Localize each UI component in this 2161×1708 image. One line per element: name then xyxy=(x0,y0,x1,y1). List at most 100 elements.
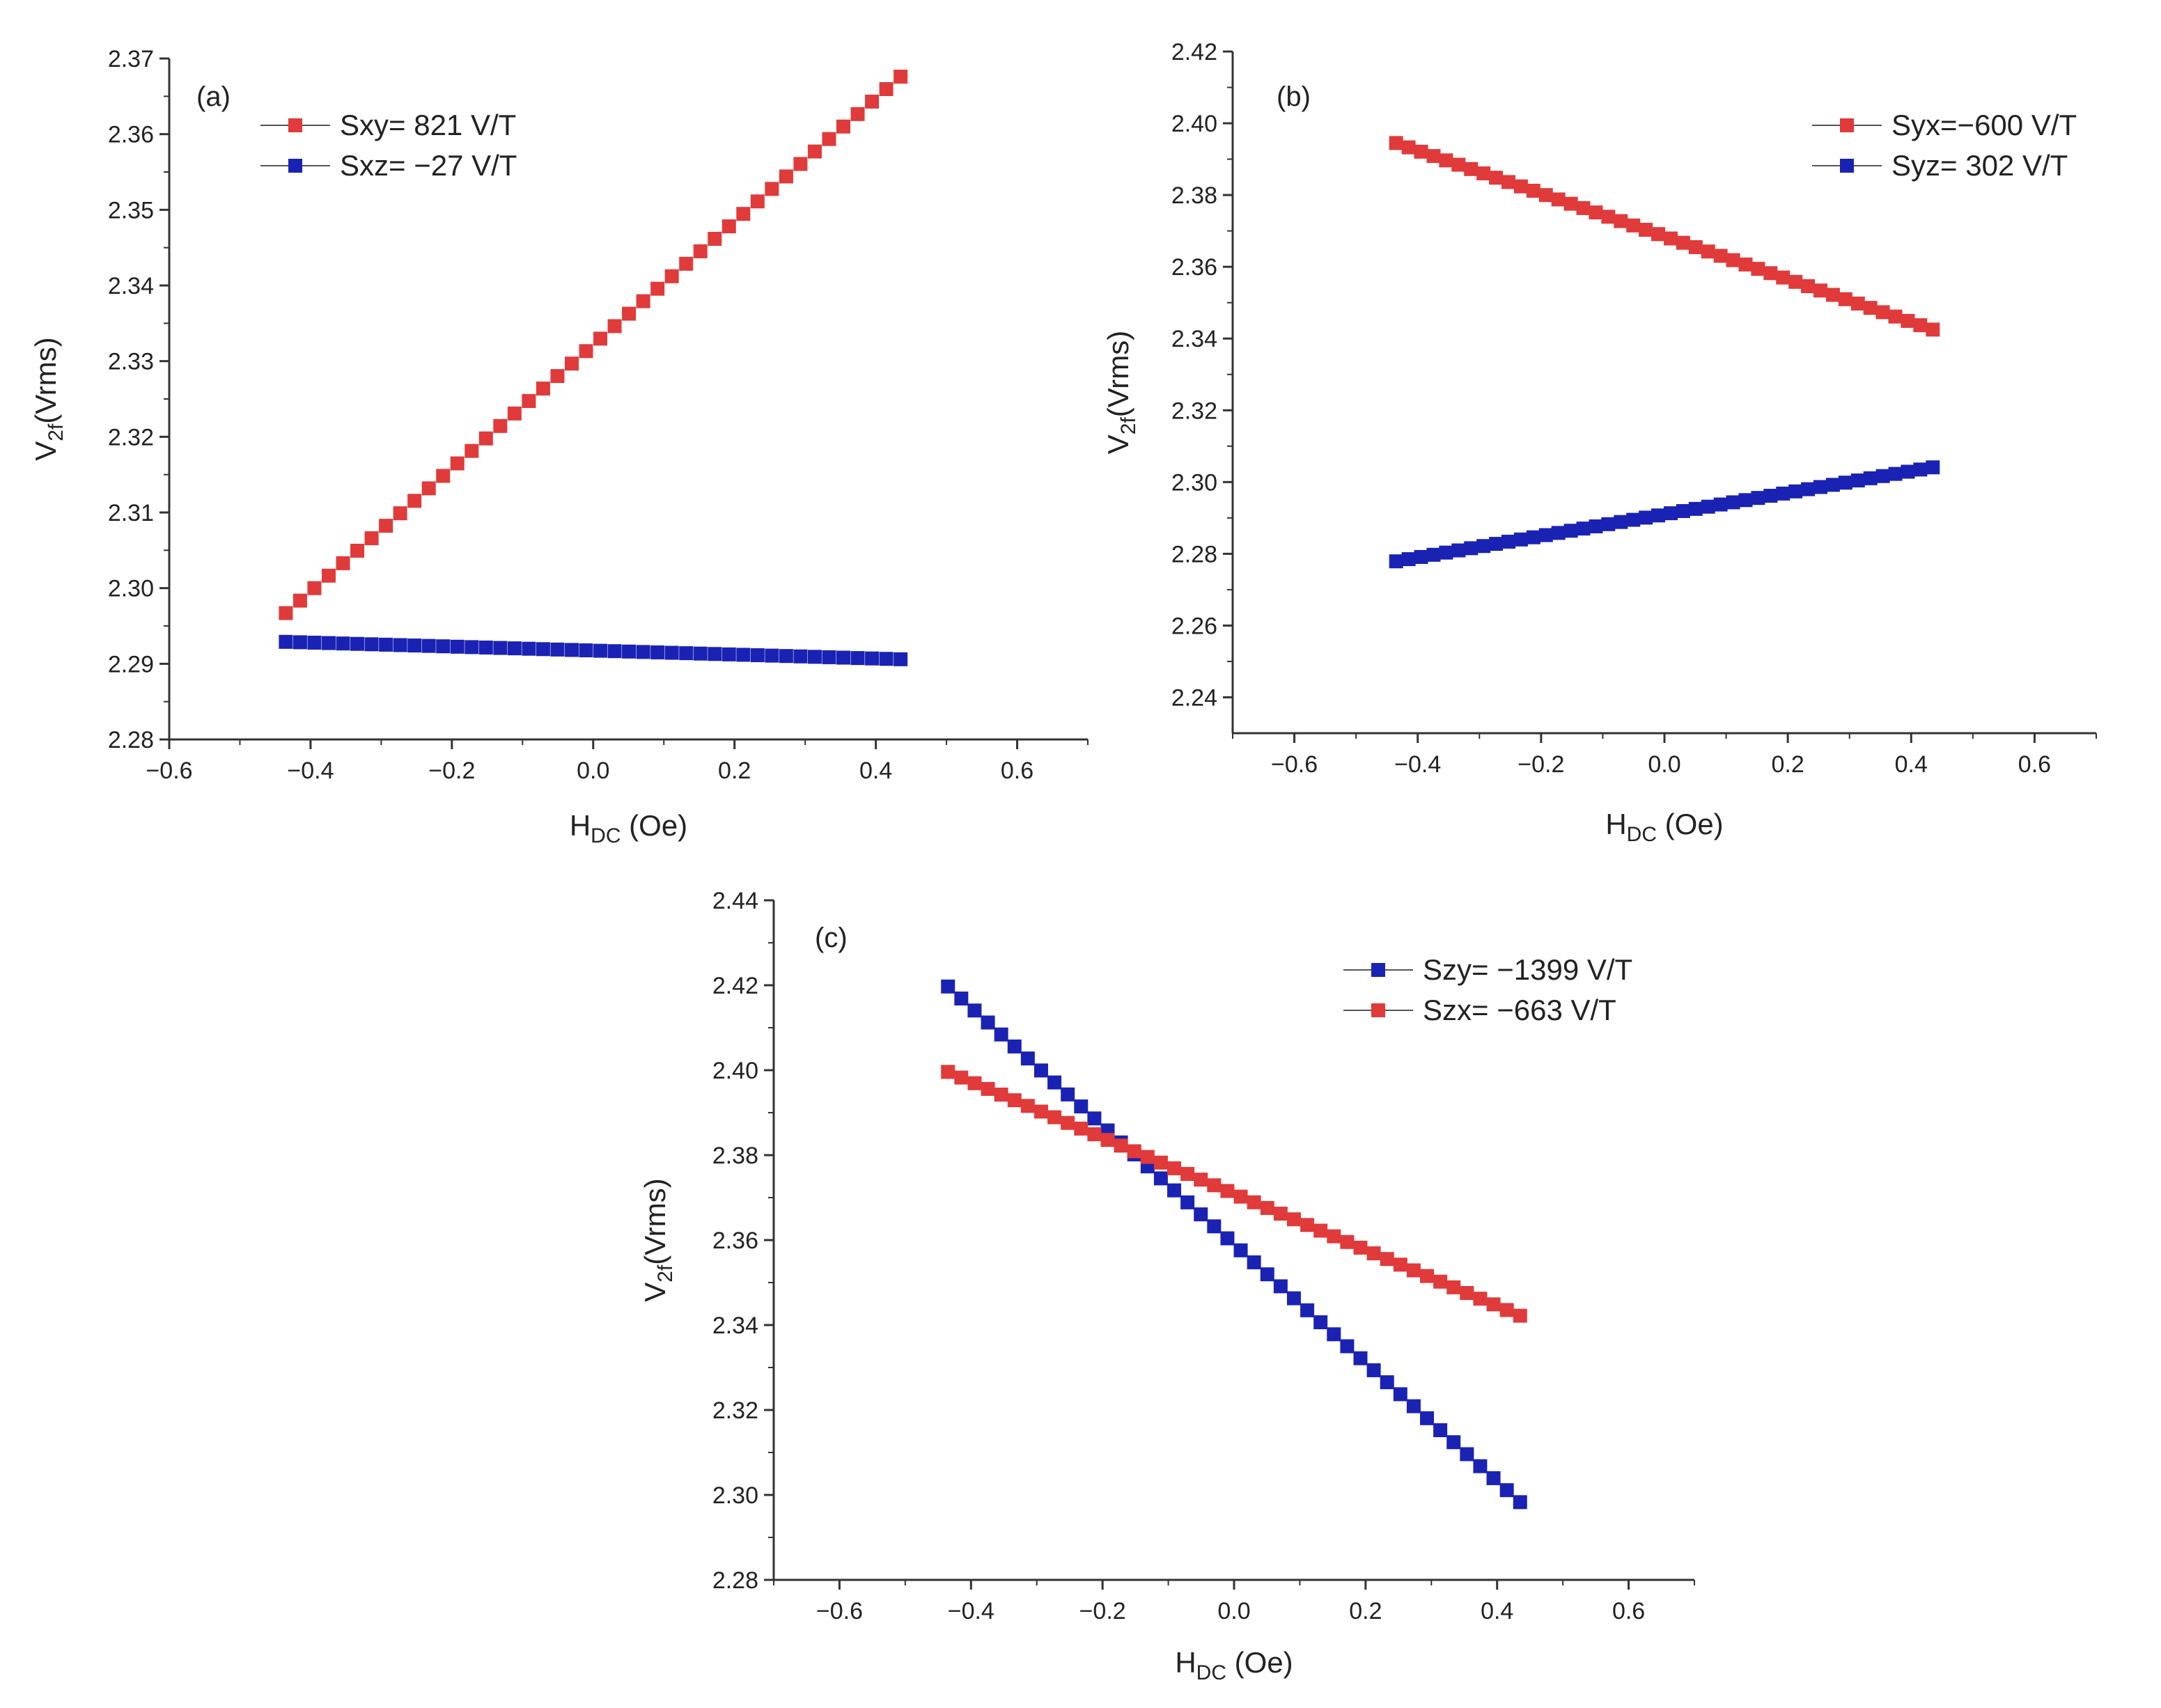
data-point xyxy=(1486,1297,1501,1312)
data-point xyxy=(1538,188,1553,203)
x-tick-label: −0.6 xyxy=(1271,751,1318,778)
x-axis-title-main: H xyxy=(1605,808,1626,840)
data-point xyxy=(1207,1219,1222,1234)
data-point xyxy=(1639,510,1653,525)
data-point xyxy=(650,281,665,296)
data-point xyxy=(1676,503,1690,518)
data-point xyxy=(1273,1279,1288,1294)
data-point xyxy=(564,357,579,371)
data-point xyxy=(321,568,336,583)
y-tick-label: 2.30 xyxy=(712,1482,758,1509)
data-point xyxy=(1426,547,1441,562)
data-point xyxy=(1651,508,1666,523)
data-point xyxy=(1926,460,1940,475)
data-point xyxy=(307,635,322,650)
y-tick-label: 2.32 xyxy=(1171,398,1217,424)
data-point xyxy=(1007,1093,1022,1108)
data-point xyxy=(1366,1363,1381,1377)
data-point xyxy=(822,132,836,146)
data-point xyxy=(1513,532,1528,547)
y-tick-label: 2.42 xyxy=(712,973,758,999)
x-tick-label: −0.2 xyxy=(428,758,475,784)
data-point xyxy=(736,648,751,662)
data-point xyxy=(1451,157,1466,172)
data-point xyxy=(679,646,694,661)
x-tick-label: 0.0 xyxy=(577,758,609,784)
y-axis-title-unit: (Vrms) xyxy=(1102,331,1134,417)
x-tick-label: −0.2 xyxy=(1079,1598,1126,1624)
legend-label: Szy= −1399 V/T xyxy=(1423,953,1632,986)
data-point xyxy=(1247,1255,1261,1269)
data-point xyxy=(1499,1303,1514,1317)
data-point xyxy=(664,269,679,283)
data-point xyxy=(292,593,307,608)
data-point xyxy=(1401,552,1416,567)
y-tick-label: 2.28 xyxy=(108,727,154,753)
data-point xyxy=(721,219,736,234)
data-point xyxy=(708,232,722,246)
panel-a: 2.28 2.29 2.30 2.31 2.32 2.33 2.34 2.35 2.36 2.37… xyxy=(29,46,1089,847)
data-point xyxy=(1340,1339,1355,1354)
data-point xyxy=(1033,1063,1048,1078)
panel-b: 2.24 2.26 2.28 2.30 2.32 2.34 2.36 2.38 2.40 2.42… xyxy=(1102,39,2097,846)
data-point xyxy=(1526,183,1540,198)
data-point xyxy=(450,639,465,654)
series-b-2 xyxy=(1389,460,1940,569)
data-point xyxy=(1751,491,1765,506)
y-axis-title-subscript: 2f xyxy=(1117,417,1140,435)
data-point xyxy=(1061,1087,1075,1102)
y-tick-label: 2.38 xyxy=(712,1143,758,1169)
data-point xyxy=(550,642,565,657)
data-point xyxy=(1233,1243,1248,1258)
data-point xyxy=(1464,162,1479,176)
data-point xyxy=(321,636,336,650)
x-axis-title-unit: (Oe) xyxy=(1226,1646,1293,1679)
data-point xyxy=(1100,1133,1115,1147)
data-point xyxy=(1614,515,1628,529)
x-tick-label: 0.2 xyxy=(718,758,751,784)
x-axis-title: HDC (Oe) xyxy=(570,809,687,847)
data-point xyxy=(636,645,650,659)
data-point xyxy=(379,519,393,533)
legend-label: Sxy= 821 V/T xyxy=(340,109,516,141)
legend-marker xyxy=(288,118,302,132)
data-point xyxy=(1476,539,1491,554)
series-a-1 xyxy=(279,70,908,620)
data-point xyxy=(1888,309,1903,324)
data-point xyxy=(954,1070,969,1085)
data-point xyxy=(1513,179,1528,194)
data-point xyxy=(836,650,851,665)
y-tick-label: 2.24 xyxy=(1171,684,1217,711)
data-point xyxy=(493,418,508,433)
data-point xyxy=(1020,1051,1035,1066)
data-point xyxy=(1713,497,1728,512)
legend-label: Sxz= −27 V/T xyxy=(340,149,517,182)
x-tick-label: 0.0 xyxy=(1648,751,1680,778)
y-tick-label: 2.32 xyxy=(712,1397,758,1424)
y-tick-label: 2.34 xyxy=(108,273,154,299)
data-point xyxy=(1875,305,1890,320)
data-point xyxy=(1380,1375,1394,1390)
data-point xyxy=(1626,512,1641,527)
data-point xyxy=(1353,1240,1368,1255)
y-tick-label: 2.26 xyxy=(1171,613,1217,639)
data-point xyxy=(307,581,322,595)
data-point xyxy=(407,494,422,508)
data-point xyxy=(436,639,451,654)
data-point xyxy=(1473,1459,1488,1473)
data-point xyxy=(1813,283,1828,298)
data-point xyxy=(967,1003,982,1018)
y-tick-label: 2.33 xyxy=(108,349,154,375)
data-point xyxy=(1513,1308,1527,1323)
y-tick-label: 2.28 xyxy=(712,1567,758,1594)
data-point xyxy=(1888,467,1903,481)
data-point xyxy=(579,344,593,359)
data-point xyxy=(292,635,307,650)
data-point xyxy=(1047,1075,1062,1090)
x-axis-title-subscript: DC xyxy=(1196,1661,1226,1684)
data-point xyxy=(1651,227,1666,242)
data-point xyxy=(465,640,479,655)
y-tick-label: 2.34 xyxy=(1171,326,1217,352)
data-point xyxy=(1576,522,1591,536)
data-point xyxy=(650,645,665,659)
